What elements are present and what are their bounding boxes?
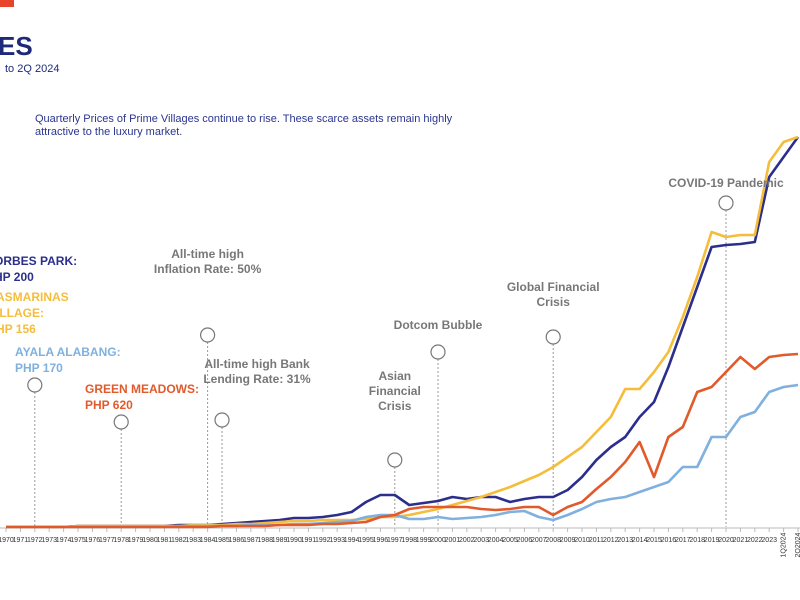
legend-label: GREEN MEADOWS: (85, 382, 199, 396)
annotation: Crisis (537, 295, 571, 309)
x-tick-label: 2007 (531, 537, 547, 544)
x-tick-label: 1989 (272, 537, 288, 544)
x-tick-label: 2009 (560, 537, 576, 544)
legend-label: ORBES PARK: (0, 254, 77, 268)
x-tick-label: 1977 (99, 537, 115, 544)
legend-label: PHP 170 (15, 361, 63, 375)
annotation: Lending Rate: 31% (203, 372, 311, 386)
pin (545, 329, 561, 345)
x-tick-label: 1980 (142, 537, 158, 544)
x-tick-label: 2023 (761, 537, 777, 544)
brand-bar (0, 0, 14, 7)
x-tick-label: 1988 (257, 537, 273, 544)
x-tick-label: 2019 (704, 537, 720, 544)
series-line (6, 352, 799, 529)
x-tick-label: 2020 (718, 537, 734, 544)
legend-label: ASMARINAS (0, 290, 69, 304)
x-tick-label: 1979 (128, 537, 144, 544)
description: attractive to the luxury market. (35, 126, 182, 138)
chart-title: ES (0, 31, 33, 61)
x-tick-label: 1991 (301, 537, 317, 544)
x-tick-label: 2014 (632, 537, 648, 544)
legend-label: HP 156 (0, 322, 36, 336)
x-tick-label: 1990 (286, 537, 302, 544)
annotation: Crisis (378, 399, 412, 413)
annotation: Financial (369, 384, 421, 398)
x-tick-label: 1Q2024 (780, 532, 787, 557)
x-tick-label: 1978 (113, 537, 129, 544)
x-tick-label: 1971 (13, 537, 29, 544)
x-tick-label: 1972 (27, 537, 43, 544)
x-tick-label: 1973 (41, 537, 57, 544)
annotation: Global Financial (507, 280, 600, 294)
x-tick-label: 2000 (430, 537, 446, 544)
x-tick-label: 1997 (387, 537, 403, 544)
x-tick-label: 2011 (589, 537, 604, 544)
annotation: Dotcom Bubble (394, 318, 483, 332)
x-tick-label: 1981 (157, 537, 173, 544)
annotation: Asian (378, 369, 411, 383)
x-tick-label: 2005 (502, 537, 518, 544)
annotation: All-time high Bank (204, 357, 310, 371)
x-tick-label: 1984 (200, 537, 216, 544)
x-tick-label: 2016 (661, 537, 677, 544)
pin (387, 452, 403, 468)
x-tick-label: 1974 (56, 537, 72, 544)
pin (113, 414, 129, 430)
x-tick-label: 2013 (617, 537, 633, 544)
legend-label: PHP 620 (85, 398, 133, 412)
pin (430, 344, 446, 360)
x-tick-label: 2002 (459, 537, 475, 544)
x-tick-label: 1982 (171, 537, 187, 544)
x-tick-label: 1975 (70, 537, 86, 544)
x-tick-label: 1987 (243, 537, 259, 544)
pin (200, 327, 216, 343)
x-tick-label: 1996 (373, 537, 389, 544)
x-tick-label: 2010 (574, 537, 590, 544)
x-tick-label: 1998 (401, 537, 417, 544)
x-tick-label: 1995 (358, 537, 374, 544)
x-tick-label: 2006 (517, 537, 533, 544)
x-tick-label: 2001 (445, 537, 461, 544)
x-tick-label: 2018 (689, 537, 705, 544)
x-tick-label: 1985 (214, 537, 230, 544)
annotation: All-time high (171, 247, 244, 261)
pin (214, 412, 230, 428)
annotation: COVID-19 Pandemic (668, 176, 784, 190)
chart-subtitle: to 2Q 2024 (5, 63, 59, 75)
x-tick-label: 2004 (488, 537, 504, 544)
x-tick-label: 1976 (85, 537, 101, 544)
x-tick-label: 2003 (473, 537, 489, 544)
x-tick-label: 1970 (0, 537, 14, 544)
x-tick-label: 2017 (675, 537, 691, 544)
x-tick-label: 2021 (733, 537, 749, 544)
x-tick-label: 1992 (315, 537, 331, 544)
description: Quarterly Prices of Prime Villages conti… (35, 113, 453, 125)
x-tick-label: 2008 (545, 537, 561, 544)
annotation: Inflation Rate: 50% (154, 262, 262, 276)
x-tick-label: 2012 (603, 537, 619, 544)
x-tick-label: 2022 (747, 537, 763, 544)
x-tick-label: 2015 (646, 537, 662, 544)
x-tick-label: 1999 (416, 537, 432, 544)
pin (718, 195, 734, 211)
legend-label: HP 200 (0, 270, 34, 284)
legend-label: ILLAGE: (0, 306, 44, 320)
x-tick-label: 1994 (344, 537, 360, 544)
legend-label: AYALA ALABANG: (15, 345, 121, 359)
x-tick-label: 1986 (229, 537, 245, 544)
pin (27, 377, 43, 393)
x-tick-label: 1993 (329, 537, 345, 544)
x-tick-label: 2Q2024 (795, 532, 800, 557)
x-tick-label: 1983 (185, 537, 201, 544)
